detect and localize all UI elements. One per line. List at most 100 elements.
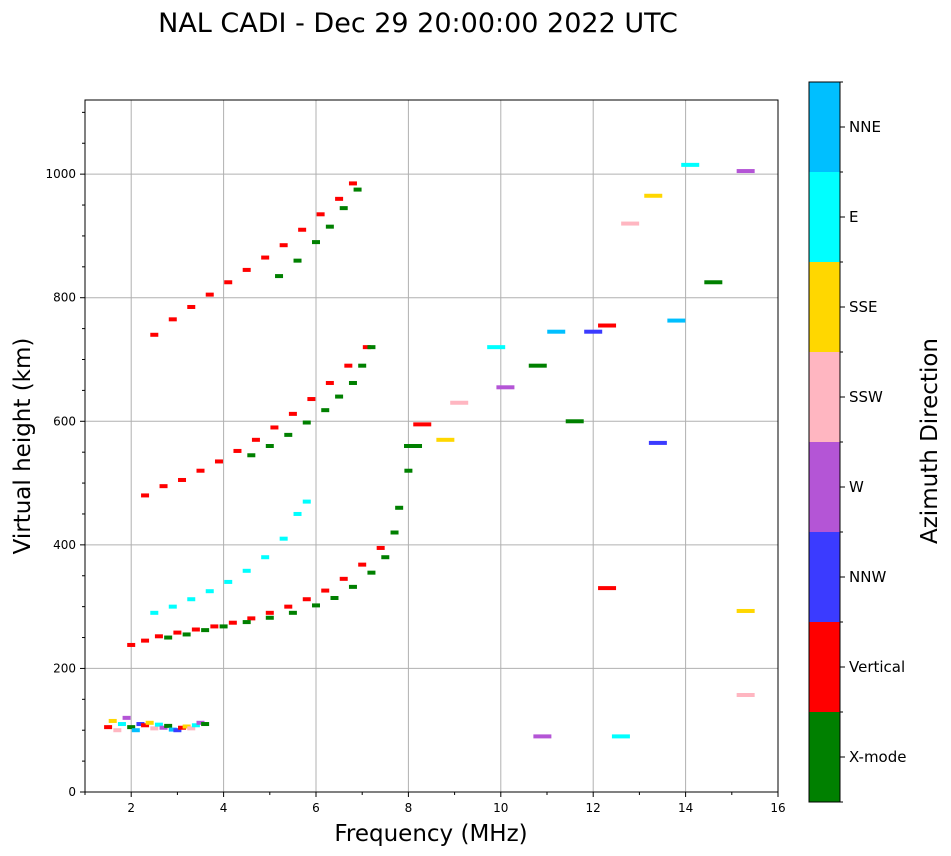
echo-mark <box>261 255 270 260</box>
echo-mark <box>201 628 210 633</box>
colorbar-tick-label: SSW <box>849 388 883 406</box>
echo-mark <box>145 720 154 725</box>
echo-mark <box>141 723 150 728</box>
y-tick-label: 200 <box>53 661 76 675</box>
echo-mark <box>136 722 145 727</box>
colorbar-segment <box>809 532 840 622</box>
colorbar-tick-label: Vertical <box>849 658 905 676</box>
echo-mark <box>736 608 755 613</box>
plot-frame <box>85 100 778 792</box>
echo-mark <box>598 586 617 591</box>
echo-mark <box>168 317 177 322</box>
echo-mark <box>168 727 177 732</box>
echo-mark <box>159 725 168 730</box>
echo-mark <box>150 610 159 615</box>
echo-mark <box>219 624 228 629</box>
echo-mark <box>205 589 214 594</box>
colorbar-segment <box>809 622 840 712</box>
x-tick-label: 6 <box>312 801 320 815</box>
echo-mark <box>265 444 274 448</box>
echo-mark <box>113 728 122 733</box>
echo-mark <box>436 437 455 442</box>
colorbar-tick-label: X-mode <box>849 748 906 766</box>
x-tick-label: 2 <box>127 801 135 815</box>
echo-mark <box>496 385 515 390</box>
x-tick-label: 8 <box>405 801 413 815</box>
colorbar-segment <box>809 352 840 442</box>
echo-mark <box>191 723 200 728</box>
echo-mark <box>312 240 320 245</box>
colorbar-tick-label: NNW <box>849 568 886 586</box>
echo-mark <box>104 725 113 730</box>
echo-mark <box>547 329 566 334</box>
echo-mark <box>681 162 700 167</box>
echo-mark <box>214 459 223 464</box>
echo-mark <box>325 380 334 385</box>
echo-mark <box>335 394 344 399</box>
colorbar-tick-label: E <box>849 208 858 226</box>
echo-mark <box>224 579 233 584</box>
echo-mark <box>210 624 219 629</box>
echo-mark <box>279 243 288 248</box>
echo-mark <box>395 505 404 510</box>
echo-mark <box>233 448 242 453</box>
echo-mark <box>316 212 325 217</box>
echo-mark <box>348 181 357 186</box>
echo-mark <box>196 468 205 473</box>
echo-mark <box>644 193 663 198</box>
echo-mark <box>348 380 357 385</box>
echo-mark <box>141 638 150 643</box>
echo-mark <box>178 477 187 482</box>
echo-mark <box>330 595 339 600</box>
echo-mark <box>611 734 630 739</box>
echo-mark <box>182 632 191 637</box>
echo-mark <box>242 568 251 573</box>
echo-mark <box>339 206 348 211</box>
echo-mark <box>228 620 237 625</box>
echo-mark <box>173 630 182 635</box>
echo-mark <box>159 484 168 489</box>
echo-mark <box>150 332 159 337</box>
echo-mark <box>298 227 307 232</box>
echo-mark <box>335 196 344 201</box>
x-tick-label: 10 <box>493 801 508 815</box>
echo-mark <box>108 718 117 723</box>
echo-marks <box>104 162 755 739</box>
echo-mark <box>598 323 617 328</box>
colorbar-segment <box>809 712 840 802</box>
echo-mark <box>533 734 552 739</box>
echo-mark <box>381 555 390 560</box>
colorbar-segment <box>809 82 840 172</box>
echo-mark <box>154 634 163 639</box>
echo-mark <box>413 422 432 427</box>
colorbar-label: Azimuth Direction <box>917 338 943 544</box>
y-tick-label: 600 <box>53 414 76 428</box>
echo-mark <box>164 635 173 640</box>
echo-mark <box>201 722 210 727</box>
echo-mark <box>367 570 376 575</box>
y-axis-ticks: 0 200 400 600 800 1000 <box>45 111 85 799</box>
echo-mark <box>127 642 136 647</box>
echo-mark <box>487 345 506 350</box>
echo-mark <box>284 604 293 609</box>
echo-mark <box>648 440 667 445</box>
echo-mark <box>288 610 297 615</box>
echo-mark <box>339 576 348 581</box>
echo-mark <box>173 728 182 733</box>
echo-mark <box>404 444 423 448</box>
y-tick-label: 1000 <box>45 167 76 181</box>
echo-mark <box>358 562 367 567</box>
colorbar-tick-label: W <box>849 478 864 496</box>
echo-mark <box>164 723 173 728</box>
echo-mark <box>265 615 274 620</box>
x-axis-ticks: 2 4 6 8 10 12 14 16 <box>84 792 786 815</box>
echo-mark <box>367 345 376 350</box>
echo-mark <box>584 329 603 334</box>
y-tick-label: 800 <box>53 291 76 305</box>
echo-mark <box>321 588 330 593</box>
echo-mark <box>450 400 469 405</box>
echo-mark <box>312 603 320 608</box>
chart-title: NAL CADI - Dec 29 20:00:00 2022 UTC <box>158 8 678 39</box>
plot-border <box>84 99 779 793</box>
echo-mark <box>247 453 256 458</box>
